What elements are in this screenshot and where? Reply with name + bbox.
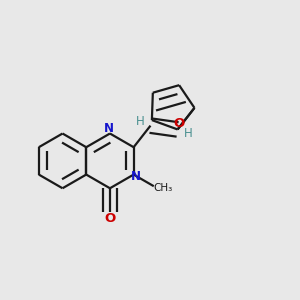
Text: N: N	[104, 122, 114, 135]
Text: O: O	[173, 117, 185, 130]
Text: CH₃: CH₃	[153, 183, 172, 193]
Text: H: H	[136, 116, 145, 128]
Text: O: O	[104, 212, 116, 225]
Text: H: H	[184, 127, 192, 140]
Text: N: N	[131, 169, 141, 183]
